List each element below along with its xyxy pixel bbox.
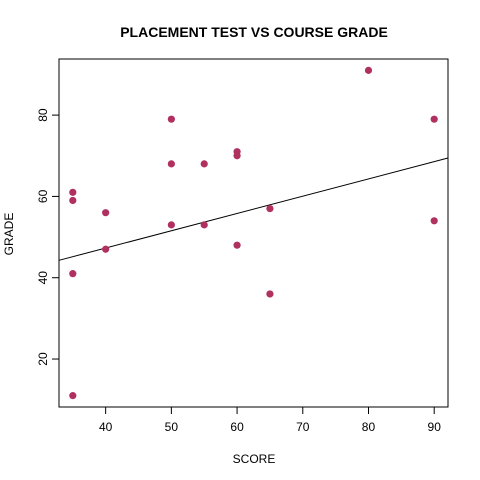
y-tick-label: 80 <box>36 108 50 122</box>
data-point <box>233 241 241 249</box>
trendline-group <box>58 157 449 261</box>
data-point <box>430 217 438 225</box>
data-point <box>69 392 77 400</box>
y-tick-label: 40 <box>36 271 50 285</box>
y-axis-label: GRADE <box>2 213 16 256</box>
data-points <box>69 66 438 400</box>
data-point <box>364 66 373 74</box>
data-point <box>200 160 208 168</box>
data-point <box>69 188 77 196</box>
data-point <box>69 196 77 205</box>
data-point <box>102 245 110 253</box>
x-tick-label: 50 <box>165 420 179 434</box>
data-point <box>167 115 175 123</box>
trend-line <box>58 157 449 261</box>
y-axis: 20 40 60 80 <box>36 108 60 366</box>
data-point <box>266 205 274 213</box>
x-tick-label: 40 <box>99 420 113 434</box>
x-tick-label: 60 <box>230 420 244 434</box>
data-point <box>200 221 208 229</box>
x-axis: 40 50 60 70 80 90 <box>99 406 442 434</box>
y-tick-label: 20 <box>36 352 50 366</box>
chart-title: PLACEMENT TEST VS COURSE GRADE <box>120 24 388 40</box>
data-point <box>167 160 175 168</box>
data-point <box>233 148 241 156</box>
data-point <box>266 290 274 298</box>
data-point <box>69 270 77 278</box>
plot-frame <box>58 58 449 408</box>
data-point <box>430 115 438 123</box>
x-tick-label: 90 <box>428 420 442 434</box>
x-tick-label: 80 <box>362 420 376 434</box>
data-point <box>102 209 110 217</box>
x-tick-label: 70 <box>296 420 310 434</box>
x-axis-label: SCORE <box>233 452 276 466</box>
y-tick-label: 60 <box>36 189 50 203</box>
data-point <box>167 221 175 229</box>
